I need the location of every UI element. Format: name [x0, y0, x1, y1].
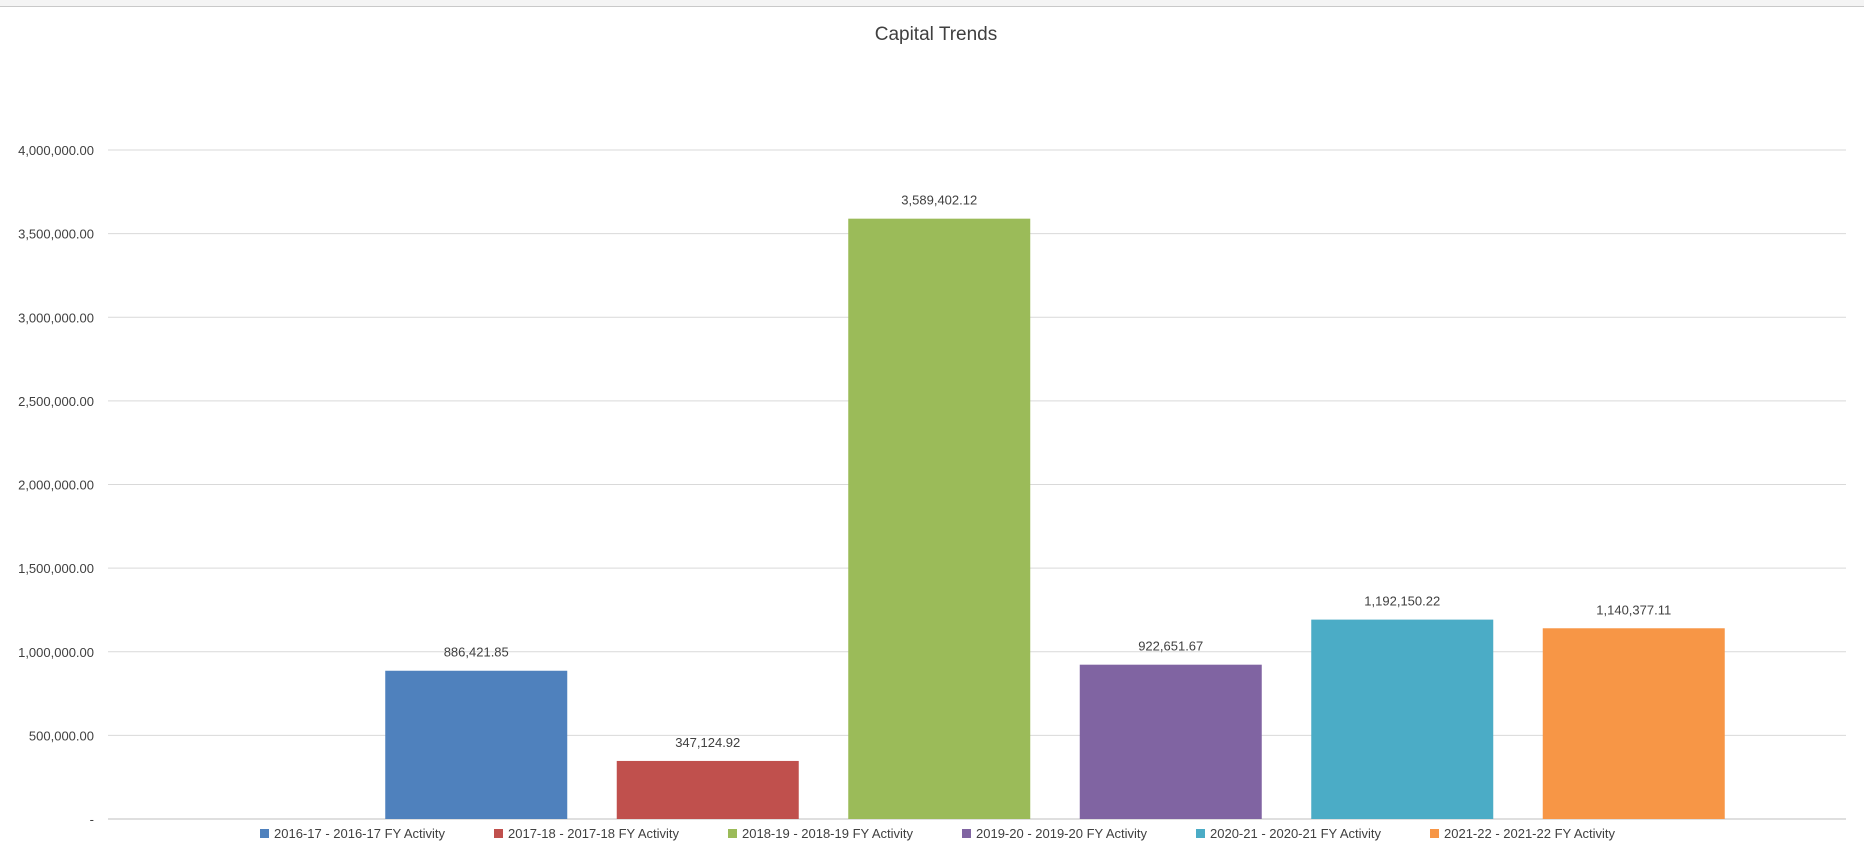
- legend-label: 2017-18 - 2017-18 FY Activity: [508, 826, 680, 841]
- data-labels: 886,421.85 347,124.92 3,589,402.12 922,651.…: [444, 193, 1672, 750]
- bar: [1542, 628, 1725, 819]
- y-tick-label: 2,000,000.00: [18, 478, 94, 493]
- legend-swatch: [260, 829, 269, 838]
- data-label: 3,589,402.12: [901, 193, 977, 208]
- legend-swatch: [962, 829, 971, 838]
- legend-label: 2018-19 - 2018-19 FY Activity: [742, 826, 914, 841]
- y-axis-tick-labels: - 500,000.00 1,000,000.00 1,500,000.00 2,000…: [18, 143, 94, 827]
- chart-title: Capital Trends: [875, 24, 998, 45]
- y-tick-label: 2,500,000.00: [18, 394, 94, 409]
- window-top-edge: [0, 0, 1864, 7]
- legend: 2016-17 - 2016-17 FY Activity 2017-18 - 2…: [260, 826, 1616, 841]
- y-tick-label: 1,000,000.00: [18, 645, 94, 660]
- bar: [1079, 664, 1262, 819]
- data-label: 1,192,150.22: [1364, 594, 1440, 609]
- legend-label: 2019-20 - 2019-20 FY Activity: [976, 826, 1148, 841]
- legend-swatch: [494, 829, 503, 838]
- y-tick-label: 3,500,000.00: [18, 227, 94, 242]
- data-label: 922,651.67: [1138, 639, 1203, 654]
- bar: [385, 670, 568, 819]
- data-label: 347,124.92: [675, 735, 740, 750]
- y-tick-label: 3,000,000.00: [18, 310, 94, 325]
- bar: [1311, 619, 1494, 819]
- legend-label: 2016-17 - 2016-17 FY Activity: [274, 826, 446, 841]
- y-tick-label: 4,000,000.00: [18, 143, 94, 158]
- bar: [848, 218, 1031, 820]
- legend-swatch: [1430, 829, 1439, 838]
- legend-swatch: [728, 829, 737, 838]
- data-label: 886,421.85: [444, 645, 509, 660]
- y-tick-label: -: [90, 812, 94, 827]
- legend-swatch: [1196, 829, 1205, 838]
- y-tick-label: 1,500,000.00: [18, 561, 94, 576]
- legend-label: 2020-21 - 2020-21 FY Activity: [1210, 826, 1382, 841]
- bar: [616, 760, 799, 819]
- bars: [385, 218, 1725, 820]
- y-tick-label: 500,000.00: [29, 728, 94, 743]
- legend-label: 2021-22 - 2021-22 FY Activity: [1444, 826, 1616, 841]
- data-label: 1,140,377.11: [1596, 602, 1671, 617]
